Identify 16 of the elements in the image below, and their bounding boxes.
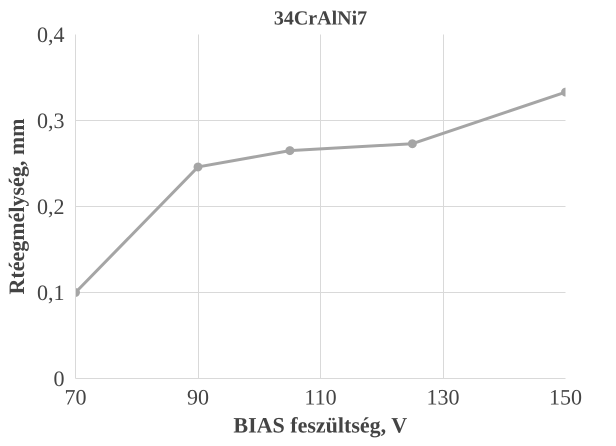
x-axis-title: BIAS feszültség, V (233, 412, 408, 438)
y-axis-title: Rtéegmélység, mm (4, 118, 29, 294)
x-tick-label: 70 (64, 384, 86, 410)
y-tick-label: 0,2 (37, 194, 64, 219)
point (194, 162, 202, 172)
y-tick-label: 0 (54, 366, 64, 391)
x-tick-label: 110 (304, 384, 337, 410)
y-tick-label: 0,3 (37, 108, 64, 133)
y-tick-label: 0,1 (37, 280, 64, 305)
point (408, 139, 417, 148)
x-tick-label: 150 (549, 384, 582, 410)
x-tick-label: 130 (426, 384, 460, 410)
y-tick-label: 0,4 (37, 22, 64, 47)
point (285, 146, 294, 156)
chart-title: 34CrAlNi7 (274, 8, 368, 30)
x-tick-label: 90 (187, 384, 209, 410)
